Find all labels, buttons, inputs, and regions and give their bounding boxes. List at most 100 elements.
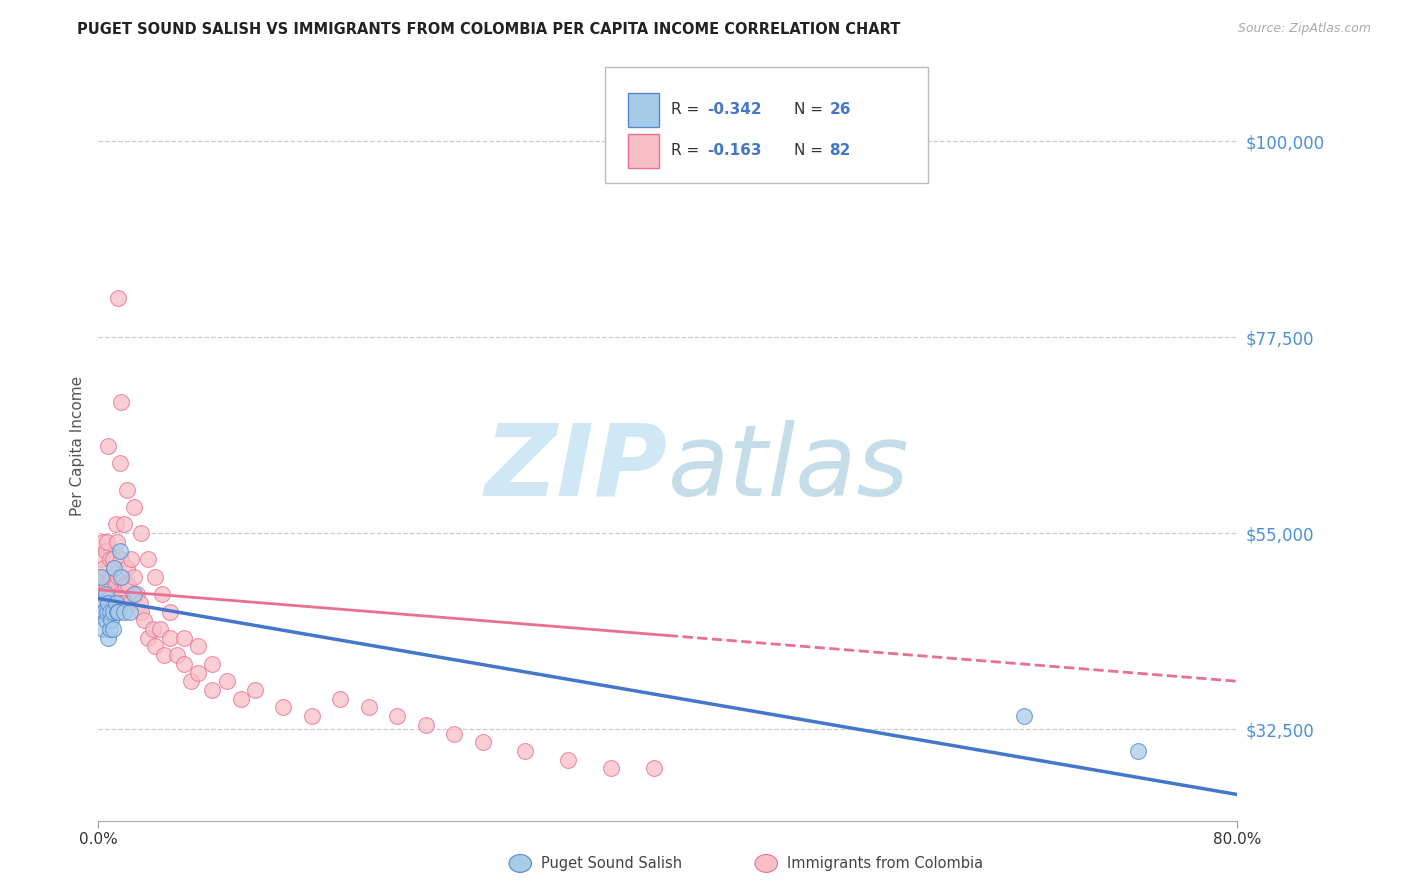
Point — [90, 552, 112, 566]
Text: ZIP: ZIP — [485, 420, 668, 517]
Point — [136, 552, 159, 566]
Text: R =: R = — [671, 103, 704, 117]
Point — [122, 500, 145, 514]
Point — [104, 517, 127, 532]
Point — [103, 561, 125, 575]
Point — [98, 605, 121, 619]
Text: -0.342: -0.342 — [707, 103, 762, 117]
Point — [128, 596, 150, 610]
Point — [91, 622, 114, 636]
Point — [100, 605, 122, 619]
Point — [110, 596, 132, 610]
Point — [118, 596, 141, 610]
Point — [101, 552, 124, 566]
Point — [96, 534, 118, 549]
Point — [180, 674, 202, 689]
Text: PUGET SOUND SALISH VS IMMIGRANTS FROM COLOMBIA PER CAPITA INCOME CORRELATION CHA: PUGET SOUND SALISH VS IMMIGRANTS FROM CO… — [77, 22, 901, 37]
Point — [159, 631, 181, 645]
Text: atlas: atlas — [668, 420, 910, 517]
Point — [103, 596, 125, 610]
Point — [273, 700, 295, 714]
Point — [136, 631, 159, 645]
Point — [97, 596, 120, 610]
Point — [329, 691, 352, 706]
Point — [93, 605, 115, 619]
Point — [91, 605, 114, 619]
Point — [110, 570, 132, 584]
Point — [115, 561, 138, 575]
Point — [557, 753, 579, 767]
Point — [105, 534, 128, 549]
Point — [94, 605, 117, 619]
Point — [471, 735, 494, 749]
Point — [122, 570, 145, 584]
Point — [122, 587, 145, 601]
Point — [120, 552, 142, 566]
Point — [94, 613, 117, 627]
Point — [101, 605, 124, 619]
Point — [89, 596, 111, 610]
Point — [89, 570, 111, 584]
Point — [201, 657, 224, 671]
Point — [643, 761, 665, 775]
Text: -0.163: -0.163 — [707, 144, 762, 158]
Point — [443, 726, 465, 740]
Point — [101, 622, 124, 636]
Text: Source: ZipAtlas.com: Source: ZipAtlas.com — [1237, 22, 1371, 36]
Point — [101, 587, 124, 601]
Text: Puget Sound Salish: Puget Sound Salish — [541, 856, 682, 871]
Point — [108, 543, 131, 558]
Text: 82: 82 — [830, 144, 851, 158]
Point — [94, 543, 117, 558]
Point — [97, 439, 120, 453]
Point — [108, 587, 131, 601]
Point — [301, 709, 323, 723]
Text: Immigrants from Colombia: Immigrants from Colombia — [787, 856, 983, 871]
Point — [110, 395, 132, 409]
Text: N =: N = — [794, 144, 828, 158]
Point — [118, 605, 141, 619]
Point — [229, 691, 252, 706]
Point — [125, 587, 148, 601]
Point — [600, 761, 623, 775]
Point — [187, 640, 209, 654]
Point — [100, 570, 122, 584]
Point — [145, 570, 167, 584]
Point — [104, 578, 127, 592]
Point — [387, 709, 409, 723]
Point — [93, 587, 115, 601]
Point — [90, 587, 112, 601]
Point — [91, 534, 114, 549]
Text: 26: 26 — [830, 103, 851, 117]
Point — [149, 622, 172, 636]
Point — [117, 578, 139, 592]
Point — [107, 291, 129, 305]
Point — [97, 596, 120, 610]
Point — [1012, 709, 1035, 723]
Point — [98, 622, 121, 636]
Point — [94, 587, 117, 601]
Point — [153, 648, 176, 662]
Point — [515, 744, 537, 758]
Point — [111, 570, 134, 584]
Point — [98, 587, 121, 601]
Point — [98, 552, 121, 566]
Point — [145, 640, 167, 654]
Point — [96, 605, 118, 619]
Point — [112, 517, 135, 532]
Point — [112, 605, 135, 619]
Point — [1126, 744, 1149, 758]
Point — [114, 578, 136, 592]
Point — [112, 596, 135, 610]
Point — [173, 631, 195, 645]
Point — [108, 457, 131, 471]
Point — [215, 674, 238, 689]
Point — [152, 587, 174, 601]
Point — [97, 631, 120, 645]
Point — [103, 561, 125, 575]
Point — [105, 596, 128, 610]
Point — [107, 605, 129, 619]
Point — [141, 622, 163, 636]
Point — [129, 526, 152, 541]
Point — [415, 718, 437, 732]
